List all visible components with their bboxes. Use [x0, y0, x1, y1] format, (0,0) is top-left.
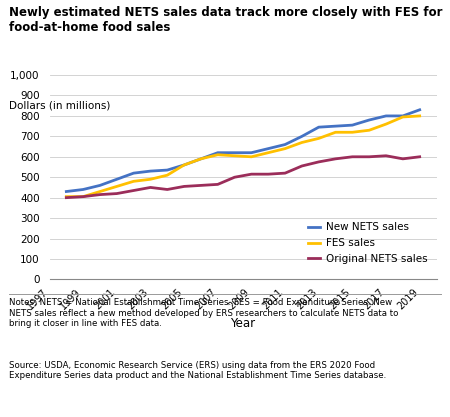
- Original NETS sales: [198, 183, 204, 188]
- Text: Notes: NETS = National Establishment Time Series. FES = Food Expenditure Series.: Notes: NETS = National Establishment Tim…: [9, 298, 398, 328]
- FES sales: [366, 128, 372, 133]
- Legend: New NETS sales, FES sales, Original NETS sales: New NETS sales, FES sales, Original NETS…: [304, 218, 431, 268]
- New NETS sales: [333, 124, 338, 129]
- Original NETS sales: [63, 195, 69, 200]
- Original NETS sales: [350, 154, 355, 159]
- New NETS sales: [148, 168, 153, 173]
- Original NETS sales: [266, 172, 271, 177]
- FES sales: [282, 146, 288, 151]
- FES sales: [165, 173, 170, 178]
- X-axis label: Year: Year: [230, 317, 256, 330]
- Original NETS sales: [165, 187, 170, 192]
- Original NETS sales: [97, 192, 103, 197]
- FES sales: [63, 194, 69, 199]
- Original NETS sales: [215, 182, 220, 187]
- FES sales: [114, 184, 120, 189]
- New NETS sales: [400, 113, 405, 118]
- New NETS sales: [417, 107, 423, 112]
- New NETS sales: [181, 163, 187, 168]
- New NETS sales: [131, 171, 136, 176]
- New NETS sales: [299, 134, 305, 139]
- New NETS sales: [198, 156, 204, 161]
- New NETS sales: [81, 187, 86, 192]
- Text: Source: USDA, Economic Research Service (ERS) using data from the ERS 2020 Food
: Source: USDA, Economic Research Service …: [9, 361, 386, 380]
- Line: FES sales: FES sales: [66, 116, 420, 197]
- FES sales: [350, 130, 355, 135]
- Original NETS sales: [400, 156, 405, 161]
- FES sales: [232, 153, 237, 158]
- FES sales: [316, 136, 321, 141]
- FES sales: [417, 113, 423, 118]
- Text: Dollars (in millions): Dollars (in millions): [9, 100, 110, 111]
- Original NETS sales: [131, 188, 136, 193]
- FES sales: [400, 114, 405, 119]
- FES sales: [81, 194, 86, 199]
- Original NETS sales: [299, 163, 305, 168]
- Original NETS sales: [417, 154, 423, 159]
- Original NETS sales: [81, 194, 86, 199]
- FES sales: [181, 163, 187, 168]
- Original NETS sales: [282, 171, 288, 176]
- Line: New NETS sales: New NETS sales: [66, 110, 420, 191]
- New NETS sales: [366, 118, 372, 123]
- Original NETS sales: [316, 159, 321, 164]
- New NETS sales: [249, 150, 254, 155]
- FES sales: [249, 154, 254, 159]
- FES sales: [97, 189, 103, 194]
- FES sales: [131, 179, 136, 184]
- Original NETS sales: [181, 184, 187, 189]
- Line: Original NETS sales: Original NETS sales: [66, 156, 420, 198]
- Original NETS sales: [148, 185, 153, 190]
- FES sales: [198, 156, 204, 161]
- New NETS sales: [114, 177, 120, 182]
- FES sales: [333, 130, 338, 135]
- FES sales: [383, 122, 389, 127]
- New NETS sales: [215, 150, 220, 155]
- New NETS sales: [266, 146, 271, 151]
- Original NETS sales: [232, 175, 237, 180]
- FES sales: [215, 152, 220, 157]
- New NETS sales: [232, 150, 237, 155]
- New NETS sales: [350, 123, 355, 128]
- New NETS sales: [316, 125, 321, 130]
- Original NETS sales: [249, 172, 254, 177]
- New NETS sales: [282, 142, 288, 147]
- Original NETS sales: [383, 153, 389, 158]
- Text: Newly estimated NETS sales data track more closely with FES for
food-at-home foo: Newly estimated NETS sales data track mo…: [9, 6, 442, 34]
- New NETS sales: [383, 113, 389, 118]
- New NETS sales: [97, 183, 103, 188]
- Original NETS sales: [114, 191, 120, 196]
- New NETS sales: [165, 168, 170, 173]
- New NETS sales: [63, 189, 69, 194]
- FES sales: [266, 150, 271, 155]
- FES sales: [148, 177, 153, 182]
- Original NETS sales: [366, 154, 372, 159]
- FES sales: [299, 140, 305, 145]
- Original NETS sales: [333, 156, 338, 161]
